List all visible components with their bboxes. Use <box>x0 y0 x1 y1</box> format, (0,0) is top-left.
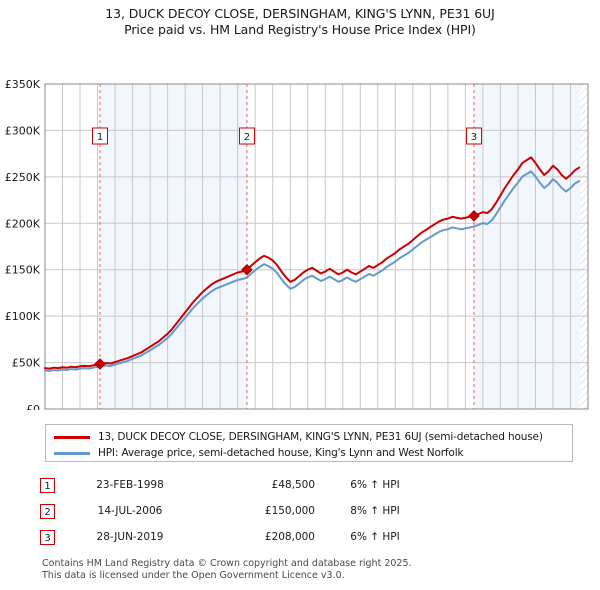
y-axis-tick-label: £300K <box>5 124 41 137</box>
transaction-hpi-delta: 6% ↑ HPI <box>350 531 400 543</box>
sale-marker-badge-label: 2 <box>244 132 250 143</box>
hpi-line-chart: 1995199619971998199920002001200220032004… <box>5 78 589 410</box>
transaction-date: 28-JUN-2019 <box>96 531 164 543</box>
shaded-period-band <box>100 84 247 409</box>
footer-attribution: Contains HM Land Registry data © Crown c… <box>42 558 582 581</box>
sale-point-diamond <box>468 210 480 222</box>
y-axis-tick-label: £250K <box>5 171 41 184</box>
projection-hatch-region <box>580 84 588 409</box>
transaction-index-badge: 3 <box>40 529 55 545</box>
sale-marker-badge <box>465 127 482 145</box>
legend-label-hpi: HPI: Average price, semi-detached house,… <box>98 447 464 459</box>
legend-item-hpi: HPI: Average price, semi-detached house,… <box>52 445 566 461</box>
transactions-table: 1 23-FEB-1998 £48,500 6% ↑ HPI 2 14-JUL-… <box>40 472 490 550</box>
footer-copyright: Contains HM Land Registry data © Crown c… <box>42 558 412 569</box>
transaction-price: £208,000 <box>264 531 315 543</box>
chart-legend: 13, DUCK DECOY CLOSE, DERSINGHAM, KING'S… <box>45 424 573 462</box>
footer-licence: This data is licensed under the Open Gov… <box>42 569 345 581</box>
sale-point-diamond <box>94 358 106 370</box>
chart-area: 1995199619971998199920002001200220032004… <box>0 38 600 410</box>
sale-marker-badge <box>92 127 109 145</box>
y-axis-tick-label: £350K <box>5 78 41 91</box>
legend-swatch-hpi <box>54 451 90 455</box>
y-axis-tick-label: £0 <box>26 403 40 410</box>
table-row: 2 14-JUL-2006 £150,000 8% ↑ HPI <box>40 498 490 524</box>
transaction-hpi-delta: 6% ↑ HPI <box>350 479 400 491</box>
transaction-date: 14-JUL-2006 <box>97 505 163 517</box>
y-axis-tick-label: £50K <box>12 357 41 370</box>
transaction-date: 23-FEB-1998 <box>96 479 164 491</box>
y-axis-tick-label: £200K <box>5 217 41 230</box>
table-row: 1 23-FEB-1998 £48,500 6% ↑ HPI <box>40 472 490 498</box>
sale-marker-badge-label: 3 <box>471 132 477 143</box>
property-price-line <box>44 156 581 370</box>
sale-point-diamond <box>241 263 253 276</box>
transaction-index-badge: 1 <box>40 477 55 493</box>
y-axis-tick-label: £100K <box>5 310 41 323</box>
sale-marker-badge <box>238 127 255 145</box>
plot-frame <box>44 83 589 410</box>
chart-title-block: 13, DUCK DECOY CLOSE, DERSINGHAM, KING'S… <box>0 0 600 38</box>
table-row: 3 28-JUN-2019 £208,000 6% ↑ HPI <box>40 524 490 550</box>
legend-item-property: 13, DUCK DECOY CLOSE, DERSINGHAM, KING'S… <box>52 429 566 445</box>
transaction-price: £48,500 <box>271 479 315 491</box>
page-title: 13, DUCK DECOY CLOSE, DERSINGHAM, KING'S… <box>105 6 495 21</box>
y-axis-tick-label: £150K <box>5 264 41 277</box>
legend-swatch-property <box>54 435 90 439</box>
transaction-index-badge: 2 <box>40 503 55 519</box>
sale-marker-badge-label: 1 <box>97 132 103 143</box>
transaction-hpi-delta: 8% ↑ HPI <box>350 505 400 517</box>
hpi-average-line <box>44 170 581 372</box>
transaction-price: £150,000 <box>264 505 315 517</box>
legend-label-property: 13, DUCK DECOY CLOSE, DERSINGHAM, KING'S… <box>98 431 543 443</box>
page-subtitle: Price paid vs. HM Land Registry's House … <box>124 22 476 37</box>
shaded-period-band <box>473 84 581 409</box>
